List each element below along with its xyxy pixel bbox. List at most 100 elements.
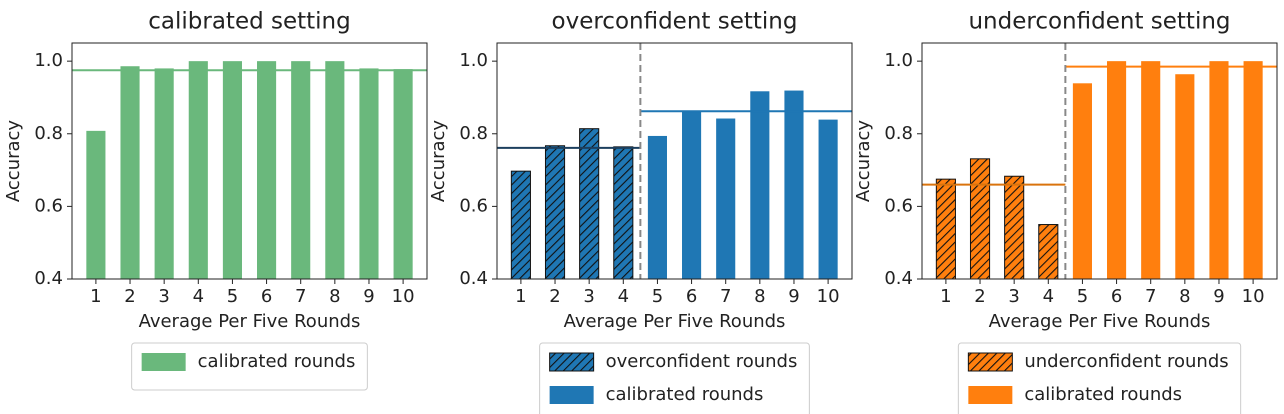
bar-hatch [544, 145, 566, 280]
bar [1107, 61, 1127, 280]
y-tick-label: 0.4 [884, 268, 913, 289]
y-axis-label: Accuracy [853, 120, 874, 203]
bar-hatch [579, 128, 600, 280]
x-tick-label: 1 [90, 286, 101, 307]
chart-title: overconfident setting [552, 9, 798, 35]
x-tick-label: 3 [158, 286, 169, 307]
bar [359, 68, 379, 280]
bar [647, 135, 667, 279]
legend-swatch [968, 386, 1013, 404]
legend-label: calibrated rounds [606, 384, 764, 405]
bar [257, 61, 277, 280]
legend-swatch-hatch [967, 352, 1013, 372]
y-axis-label: Accuracy [428, 120, 449, 203]
x-axis-label: Average Per Five Rounds [564, 311, 786, 332]
axes-frame [71, 42, 428, 280]
x-axis-label: Average Per Five Rounds [139, 311, 361, 332]
bar-hatch [1004, 175, 1025, 280]
y-tick-label: 0.4 [459, 268, 488, 289]
y-tick-label: 1.0 [34, 50, 63, 71]
x-tick-label: 4 [1043, 286, 1054, 307]
legend-swatch [549, 386, 594, 404]
x-tick-label: 2 [549, 286, 560, 307]
bar [750, 91, 770, 279]
bar-hatch [1038, 224, 1059, 280]
y-tick-label: 0.6 [459, 195, 488, 216]
legend: calibrated rounds [131, 342, 368, 391]
x-tick-label: 10 [817, 286, 840, 307]
y-tick-label: 1.0 [459, 50, 488, 71]
bar-hatch [969, 158, 991, 280]
bar-hatch [613, 146, 634, 280]
x-tick-label: 2 [124, 286, 135, 307]
y-tick-label: 0.8 [459, 123, 488, 144]
bar [818, 119, 838, 280]
legend-box [957, 342, 1242, 414]
bar [716, 118, 736, 280]
x-axis-label: Average Per Five Rounds [989, 311, 1211, 332]
x-tick-label: 5 [1077, 286, 1088, 307]
x-tick-label: 1 [940, 286, 951, 307]
bar [682, 111, 702, 279]
bar [325, 61, 345, 280]
bar [1141, 61, 1161, 280]
y-axis-label: Accuracy [3, 120, 24, 203]
y-tick-label: 0.6 [34, 195, 63, 216]
bar [1072, 83, 1092, 279]
chart-title: underconfident setting [968, 9, 1230, 35]
legend-label: calibrated rounds [1024, 384, 1182, 405]
x-tick-label: 8 [1179, 286, 1190, 307]
x-tick-label: 5 [227, 286, 238, 307]
x-tick-label: 7 [1145, 286, 1156, 307]
x-tick-label: 9 [1213, 286, 1224, 307]
bar [291, 61, 311, 280]
bar [120, 66, 140, 279]
legend-swatch [141, 353, 186, 371]
legend-box [539, 342, 810, 414]
legend-label: overconfident rounds [606, 351, 798, 372]
legend-label: calibrated rounds [198, 351, 356, 372]
x-tick-label: 6 [261, 286, 272, 307]
x-tick-label: 1 [515, 286, 526, 307]
y-tick-label: 0.6 [884, 195, 913, 216]
x-tick-label: 4 [193, 286, 204, 307]
x-tick-label: 10 [392, 286, 415, 307]
bar-hatch [510, 170, 531, 280]
x-tick-label: 4 [618, 286, 629, 307]
legend-label: underconfident rounds [1024, 351, 1228, 372]
legend-swatch-hatch [549, 352, 595, 372]
legend: overconfident rounds calibrated rounds [539, 342, 810, 414]
bar [86, 130, 106, 279]
x-tick-label: 3 [1008, 286, 1019, 307]
axes-frame [496, 42, 853, 280]
bar [393, 69, 413, 279]
x-tick-label: 6 [1111, 286, 1122, 307]
x-tick-label: 8 [754, 286, 765, 307]
bar [1209, 61, 1229, 280]
x-tick-label: 3 [583, 286, 594, 307]
x-tick-label: 7 [295, 286, 306, 307]
bar [1243, 61, 1263, 280]
bar [784, 90, 804, 279]
bar [222, 61, 242, 280]
x-tick-label: 5 [652, 286, 663, 307]
bar [188, 61, 208, 280]
chart-title: calibrated setting [148, 9, 351, 35]
bar [1175, 74, 1195, 280]
y-tick-label: 0.8 [884, 123, 913, 144]
x-tick-label: 2 [974, 286, 985, 307]
x-tick-label: 8 [329, 286, 340, 307]
legend-box [131, 342, 368, 391]
x-tick-label: 10 [1242, 286, 1265, 307]
x-tick-label: 9 [788, 286, 799, 307]
y-tick-label: 0.4 [34, 268, 63, 289]
x-tick-label: 9 [363, 286, 374, 307]
x-tick-label: 7 [720, 286, 731, 307]
y-tick-label: 0.8 [34, 123, 63, 144]
axes-frame [921, 42, 1278, 280]
bar-hatch [935, 178, 956, 280]
y-tick-label: 1.0 [884, 50, 913, 71]
x-tick-label: 6 [686, 286, 697, 307]
bar [154, 68, 174, 280]
